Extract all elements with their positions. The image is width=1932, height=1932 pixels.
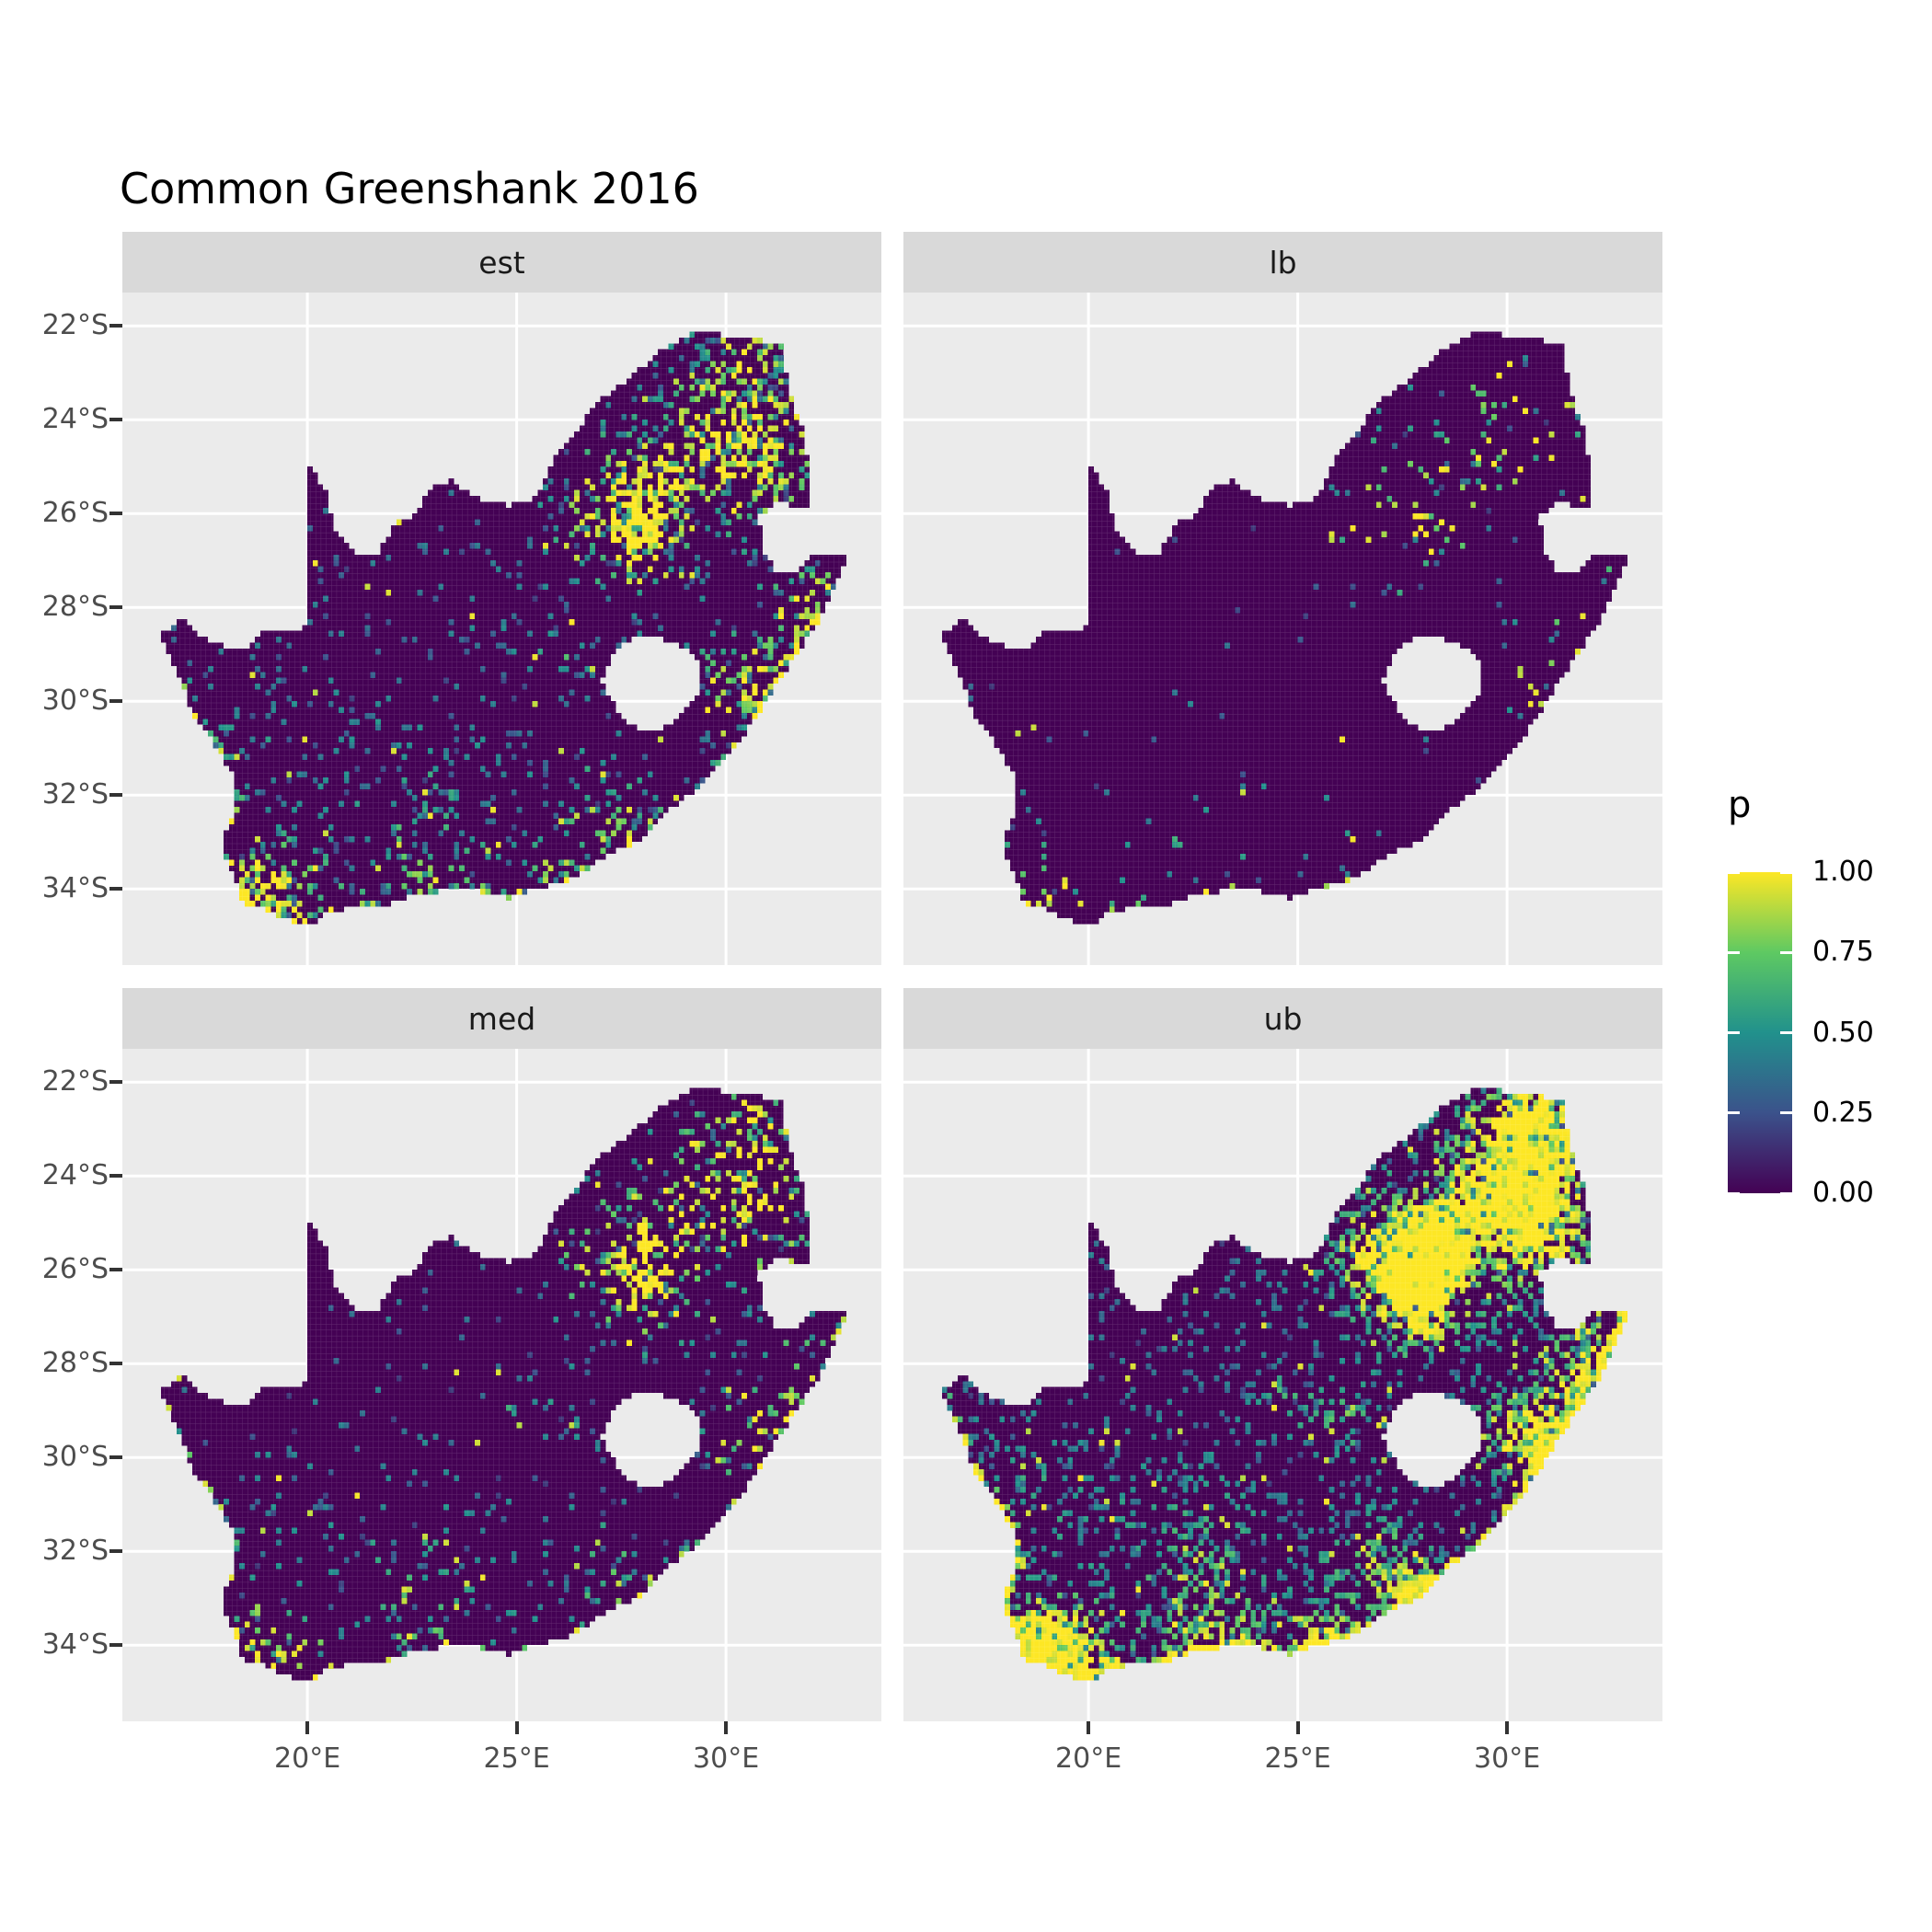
y-axis-tick [109,887,122,891]
y-tick-label: 22°S [41,309,109,342]
x-tick-label: 20°E [1055,1742,1122,1775]
legend-tick-label: 0.75 [1812,936,1874,969]
legend-tick [1780,1191,1792,1195]
legend-tick-label: 0.50 [1812,1016,1874,1049]
legend-tick [1780,1111,1792,1115]
x-axis-tick [1505,1721,1510,1734]
facet-map-svg-med [122,1049,881,1721]
y-tick-label: 34°S [41,1628,109,1662]
legend-tick-label: 0.25 [1812,1096,1874,1129]
legend-tick [1728,1111,1740,1115]
x-tick-label: 30°E [1474,1742,1541,1775]
facet-panel-est [122,293,881,965]
legend-tick [1780,950,1792,954]
y-axis-tick [109,1080,122,1085]
legend-title: p [1728,784,1752,826]
y-axis-tick [109,1362,122,1366]
y-tick-label: 22°S [41,1065,109,1098]
y-tick-label: 30°S [41,1441,109,1474]
x-axis-tick [305,1721,310,1734]
y-axis-tick [109,1455,122,1460]
facet-strip-label-est: est [478,244,525,281]
y-axis-tick [109,1549,122,1554]
facet-map-svg-lb [903,293,1662,965]
x-axis-tick [1295,1721,1300,1734]
plot-title: Common Greenshank 2016 [120,164,699,213]
legend-tick-label: 0.00 [1812,1177,1874,1209]
y-tick-label: 30°S [41,684,109,718]
legend-tick-label: 1.00 [1812,856,1874,888]
y-axis-tick [109,1268,122,1272]
facet-strip-label-lb: lb [1269,244,1297,281]
facet-panel-ub [903,1049,1662,1721]
x-axis-tick [514,1721,519,1734]
x-tick-label: 25°E [1264,1742,1331,1775]
y-tick-label: 26°S [41,497,109,530]
facet-panel-med [122,1049,881,1721]
facet-strip-label-ub: ub [1263,1000,1303,1037]
facet-panel-lb [903,293,1662,965]
x-tick-label: 30°E [693,1742,760,1775]
y-tick-label: 32°S [41,778,109,811]
y-tick-label: 28°S [41,1347,109,1380]
y-tick-label: 26°S [41,1253,109,1286]
x-axis-tick [1087,1721,1091,1734]
y-axis-tick [109,512,122,516]
y-tick-label: 24°S [41,403,109,436]
legend-tick [1780,1031,1792,1034]
y-axis-tick [109,793,122,798]
legend-tick [1728,870,1740,874]
y-tick-label: 32°S [41,1535,109,1568]
x-tick-label: 20°E [274,1742,341,1775]
facet-strip-med: med [122,988,881,1049]
legend-tick [1728,1031,1740,1034]
facet-strip-ub: ub [903,988,1662,1049]
facet-map-svg-ub [903,1049,1662,1721]
facet-map-svg-est [122,293,881,965]
legend-tick [1728,950,1740,954]
y-tick-label: 28°S [41,591,109,624]
y-axis-tick [109,699,122,704]
x-axis-tick [724,1721,729,1734]
x-tick-label: 25°E [483,1742,550,1775]
facet-strip-est: est [122,232,881,293]
y-axis-tick [109,324,122,328]
legend-tick [1728,1191,1740,1195]
y-axis-tick [109,1643,122,1648]
facet-strip-label-med: med [467,1000,536,1037]
legend-tick [1780,870,1792,874]
y-tick-label: 34°S [41,872,109,905]
y-axis-tick [109,1174,122,1179]
y-axis-tick [109,418,122,422]
y-axis-tick [109,605,122,610]
facet-strip-lb: lb [903,232,1662,293]
y-tick-label: 24°S [41,1159,109,1192]
